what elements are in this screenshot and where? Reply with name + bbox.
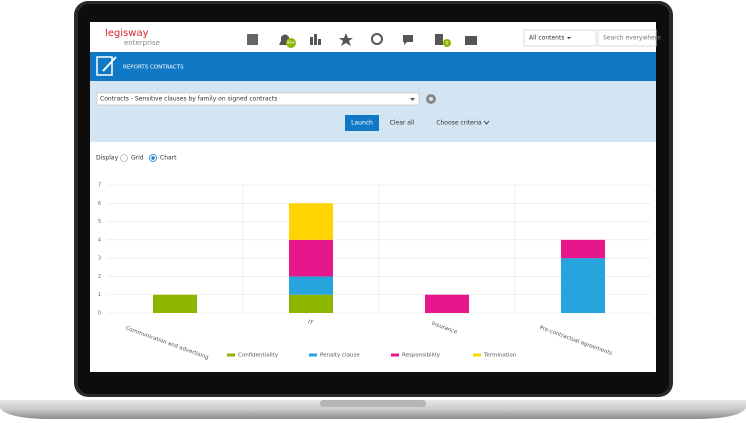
logo: legisway (105, 28, 149, 39)
caret (567, 37, 571, 39)
chat-icon[interactable] (403, 35, 413, 45)
legend-label: Responsibility (402, 353, 441, 359)
display-label: Display (96, 155, 119, 162)
bar-segment (561, 258, 605, 313)
stats-icon[interactable] (310, 37, 313, 45)
report-select[interactable] (96, 92, 420, 106)
bar-segment (153, 294, 197, 313)
y-tick-label: 2 (98, 274, 101, 280)
launch-text: Launch (351, 120, 373, 127)
chevron (483, 120, 490, 125)
legend-swatch (473, 353, 481, 357)
radio-dot (151, 156, 155, 160)
banner (90, 52, 656, 81)
y-tick-label: 6 (98, 201, 101, 207)
bar-segment (561, 239, 605, 259)
legend-label: Confidentiality (238, 353, 279, 359)
launch-button[interactable] (345, 115, 379, 131)
legend-label: Penalty clause (320, 353, 360, 359)
y-tick-label: 5 (98, 219, 101, 225)
y-tick-label: 3 (98, 256, 101, 262)
pen-icon (102, 56, 117, 72)
search-box[interactable] (597, 29, 657, 47)
search-scope[interactable] (523, 29, 597, 47)
banner-title: REPORTS CONTRACTS (123, 65, 184, 71)
choose-criteria[interactable]: Choose criteria (436, 120, 482, 127)
y-tick-label: 7 (98, 183, 101, 189)
legend-swatch (391, 353, 399, 357)
criteria-panel (90, 81, 656, 142)
search-placeholder: Search everywhere (603, 35, 661, 42)
bar-segment (289, 276, 333, 295)
legend-label: Termination (483, 353, 517, 359)
clock-icon[interactable] (371, 33, 383, 45)
badge (286, 38, 296, 48)
bar-segment (289, 294, 333, 313)
laptop-base (0, 400, 746, 419)
star-icon[interactable] (339, 33, 353, 46)
bar-segment (289, 203, 333, 240)
logo-sub: enterprise (124, 39, 160, 47)
legend-swatch (309, 353, 317, 357)
caret (410, 98, 415, 101)
radio-grid[interactable] (120, 154, 128, 162)
radio-grid-label: Grid (131, 155, 144, 162)
badge (443, 39, 451, 47)
legend-swatch (227, 353, 235, 357)
bar-segment (289, 239, 333, 277)
radio-chart-label: Chart (160, 155, 177, 162)
badge-text: 99+ (287, 40, 295, 45)
apps-icon[interactable] (247, 34, 258, 45)
y-tick-label: 4 (98, 237, 101, 243)
task-icon[interactable] (435, 34, 443, 45)
bar-segment (425, 294, 469, 313)
archive-icon[interactable] (465, 36, 477, 45)
notch (320, 400, 426, 407)
report-icon (96, 56, 113, 76)
search-scope-text: All contents (529, 35, 564, 42)
y-tick-label: 0 (98, 311, 101, 317)
badge-text: 0 (446, 41, 449, 47)
clear-button[interactable]: Clear all (390, 120, 415, 127)
y-tick-label: 1 (98, 292, 101, 298)
x-tick-label: IT (307, 319, 314, 327)
report-select-text: Contracts - Sensitive clauses by family … (100, 96, 277, 103)
